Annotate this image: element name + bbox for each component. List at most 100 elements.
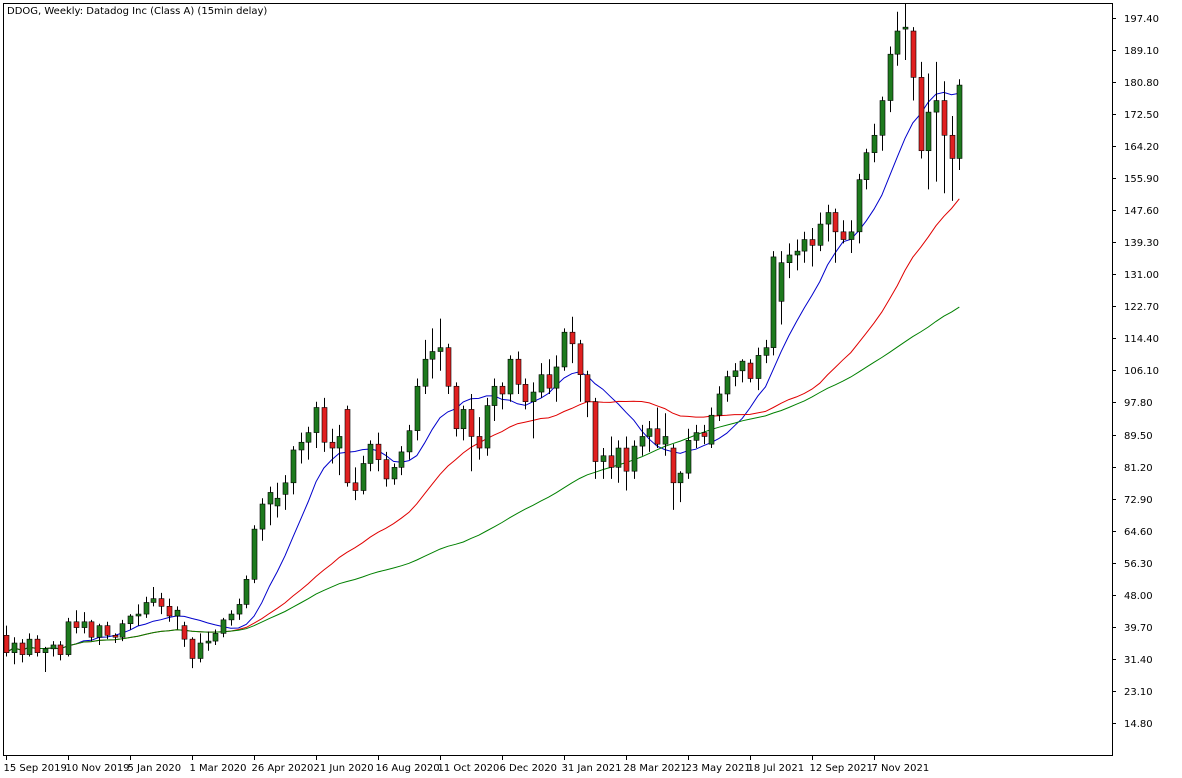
candle (3, 625, 10, 657)
candle (243, 575, 250, 609)
y-tick-label: 64.60 (1124, 527, 1153, 538)
candle-body-down (701, 432, 708, 437)
candle (414, 378, 421, 441)
candle-body-down (468, 409, 475, 437)
candle (693, 424, 700, 449)
x-tick-label: 23 May 2021 (686, 763, 751, 774)
candle-body-down (809, 239, 816, 246)
y-tick-label: 106.10 (1124, 366, 1159, 377)
candle (631, 440, 638, 479)
x-tick-label: 7 Nov 2021 (872, 763, 930, 774)
y-tick-label: 56.30 (1124, 559, 1153, 570)
candle-body-down (321, 407, 328, 443)
candle-body-up (693, 432, 700, 441)
candle-body-up (879, 100, 886, 136)
candle (848, 220, 855, 254)
candle (608, 436, 615, 479)
candle (143, 596, 150, 618)
candle (127, 614, 134, 630)
candle-body-down (910, 30, 917, 78)
candle (569, 316, 576, 364)
candle (825, 204, 832, 242)
candle-body-up (646, 428, 653, 437)
candle-body-up (484, 405, 491, 449)
candle-body-up (398, 451, 405, 468)
candle (344, 405, 351, 487)
candle (290, 446, 297, 495)
candle (553, 355, 560, 402)
candle-body-down (375, 443, 382, 460)
candle (670, 444, 677, 510)
candle-body-up (724, 376, 731, 395)
candle-body-up (561, 331, 568, 368)
candle (174, 606, 181, 630)
candle (646, 421, 653, 452)
candle (19, 639, 26, 663)
candle (259, 498, 266, 541)
candle-body-up (360, 463, 367, 491)
candle-body-up (956, 84, 963, 159)
candle (755, 347, 762, 391)
candle (383, 451, 390, 487)
candle-body-up (631, 445, 638, 472)
candle (398, 446, 405, 476)
candle (817, 212, 824, 252)
candle (445, 343, 452, 394)
candle (871, 123, 878, 163)
candle-body-up (600, 455, 607, 462)
candle-body-up (437, 347, 444, 352)
candle (879, 96, 886, 151)
candle-body-up (848, 231, 855, 240)
candle (794, 239, 801, 271)
candle-body-up (933, 100, 940, 113)
candle (662, 413, 669, 456)
candle (166, 598, 173, 622)
candle (863, 148, 870, 190)
y-tick-label: 189.10 (1124, 46, 1159, 57)
candle-body-up (274, 497, 281, 507)
candle (205, 631, 212, 651)
candle (933, 61, 940, 182)
candle (476, 417, 483, 460)
candle (592, 397, 599, 479)
candle (305, 426, 312, 460)
candle-body-down (104, 625, 111, 636)
candle-body-up (902, 26, 909, 30)
candle-body-up (639, 436, 646, 447)
candle-body-down (57, 644, 64, 655)
x-tick-label: 16 Aug 2020 (376, 763, 440, 774)
candle (267, 486, 274, 526)
candle-body-up (507, 358, 514, 395)
candle-body-up (298, 441, 305, 451)
x-tick-label: 5 Jan 2020 (128, 763, 182, 774)
candle (158, 592, 165, 615)
candle-body-up (778, 262, 785, 302)
y-tick-label: 23.10 (1124, 687, 1153, 698)
candle-body-up (863, 152, 870, 180)
candle-body-up (530, 391, 537, 403)
y-tick-label: 164.20 (1124, 142, 1159, 153)
candle-body-down (623, 447, 630, 472)
candle (236, 598, 243, 620)
candle-body-up (290, 449, 297, 484)
candle-body-down (670, 447, 677, 484)
candle-body-down (476, 436, 483, 449)
candle-body-up (801, 239, 808, 252)
x-tick-label: 18 Jul 2021 (748, 763, 805, 774)
y-tick-label: 81.20 (1124, 463, 1153, 474)
candle (615, 440, 622, 483)
candle (561, 328, 568, 371)
candle (391, 463, 398, 485)
candle-body-up (429, 351, 436, 360)
candle-body-up (553, 366, 560, 389)
candle (313, 401, 320, 449)
candle-body-down (158, 598, 165, 607)
candle-body-up (50, 644, 57, 650)
candle-body-up (716, 393, 723, 416)
candle (522, 378, 529, 410)
candle-body-up (212, 633, 219, 642)
candle-body-up (615, 447, 622, 468)
